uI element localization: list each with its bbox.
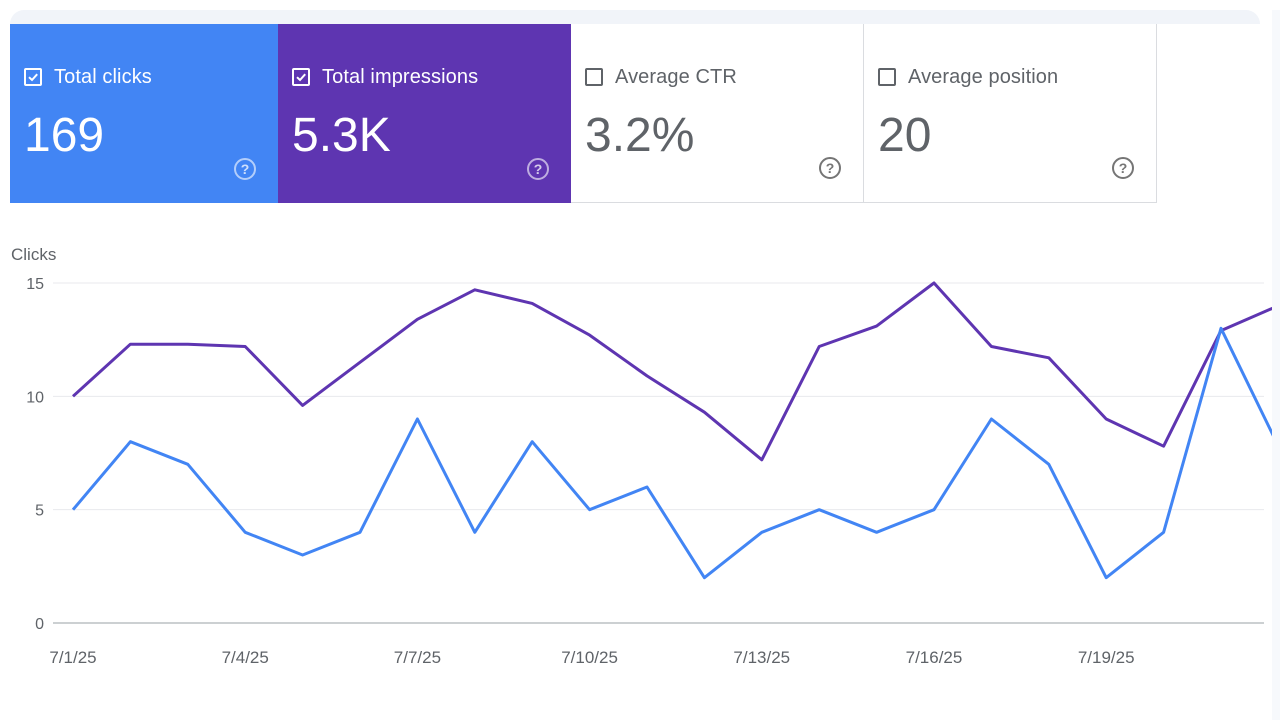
performance-chart: Clicks 0 5 10 15 7/1/25 7/4/25 7/7/25 7/10/25 7… xyxy=(0,230,1280,720)
card-header: Average CTR xyxy=(585,65,737,89)
impressions-series-line xyxy=(71,281,1279,462)
y-tick-label: 15 xyxy=(26,276,44,293)
y-tick-labels: 0 5 10 15 xyxy=(26,276,44,633)
checkbox-unchecked-icon[interactable] xyxy=(585,68,603,86)
help-icon[interactable]: ? xyxy=(1112,157,1134,179)
checkbox-checked-icon[interactable] xyxy=(24,68,42,86)
checkbox-checked-icon[interactable] xyxy=(292,68,310,86)
card-value: 3.2% xyxy=(585,109,695,162)
card-label: Total impressions xyxy=(322,66,479,88)
average-ctr-card[interactable]: Average CTR 3.2% ? xyxy=(571,24,864,203)
total-impressions-card[interactable]: Total impressions 5.3K ? xyxy=(278,24,571,203)
total-clicks-card[interactable]: Total clicks 169 ? xyxy=(10,24,278,203)
help-icon[interactable]: ? xyxy=(819,157,841,179)
x-tick-label: 7/10/25 xyxy=(561,648,618,667)
x-tick-labels: 7/1/25 7/4/25 7/7/25 7/10/25 7/13/25 7/16/25 7… xyxy=(49,648,1280,667)
card-header: Total clicks xyxy=(24,65,152,89)
clicks-series-line xyxy=(71,326,1280,580)
card-value: 5.3K xyxy=(292,109,391,162)
checkbox-unchecked-icon[interactable] xyxy=(878,68,896,86)
x-tick-label: 7/19/25 xyxy=(1078,648,1135,667)
y-tick-label: 0 xyxy=(35,616,44,633)
card-header: Total impressions xyxy=(292,65,478,89)
series-lines xyxy=(71,281,1280,580)
help-icon[interactable]: ? xyxy=(527,158,549,180)
x-tick-label: 7/4/25 xyxy=(222,648,269,667)
card-strip-top-edge xyxy=(10,10,1260,24)
card-header: Average position xyxy=(878,65,1058,89)
card-label: Average position xyxy=(908,66,1059,88)
average-position-card[interactable]: Average position 20 ? xyxy=(864,24,1157,203)
x-tick-label: 7/13/25 xyxy=(733,648,790,667)
x-tick-label: 7/16/25 xyxy=(906,648,963,667)
x-tick-label: 7/7/25 xyxy=(394,648,441,667)
y-tick-label: 10 xyxy=(26,389,44,406)
help-icon[interactable]: ? xyxy=(234,158,256,180)
y-axis-title: Clicks xyxy=(11,245,57,264)
x-tick-label: 7/1/25 xyxy=(49,648,96,667)
scroll-edge xyxy=(1272,10,1280,720)
card-label: Average CTR xyxy=(615,66,737,88)
metric-cards: Total clicks 169 ? Total impressions 5.3… xyxy=(10,24,1157,203)
card-value: 20 xyxy=(878,109,932,162)
card-label: Total clicks xyxy=(54,66,152,88)
card-value: 169 xyxy=(24,109,105,162)
grid-lines xyxy=(53,282,1264,624)
y-tick-label: 5 xyxy=(35,503,44,520)
